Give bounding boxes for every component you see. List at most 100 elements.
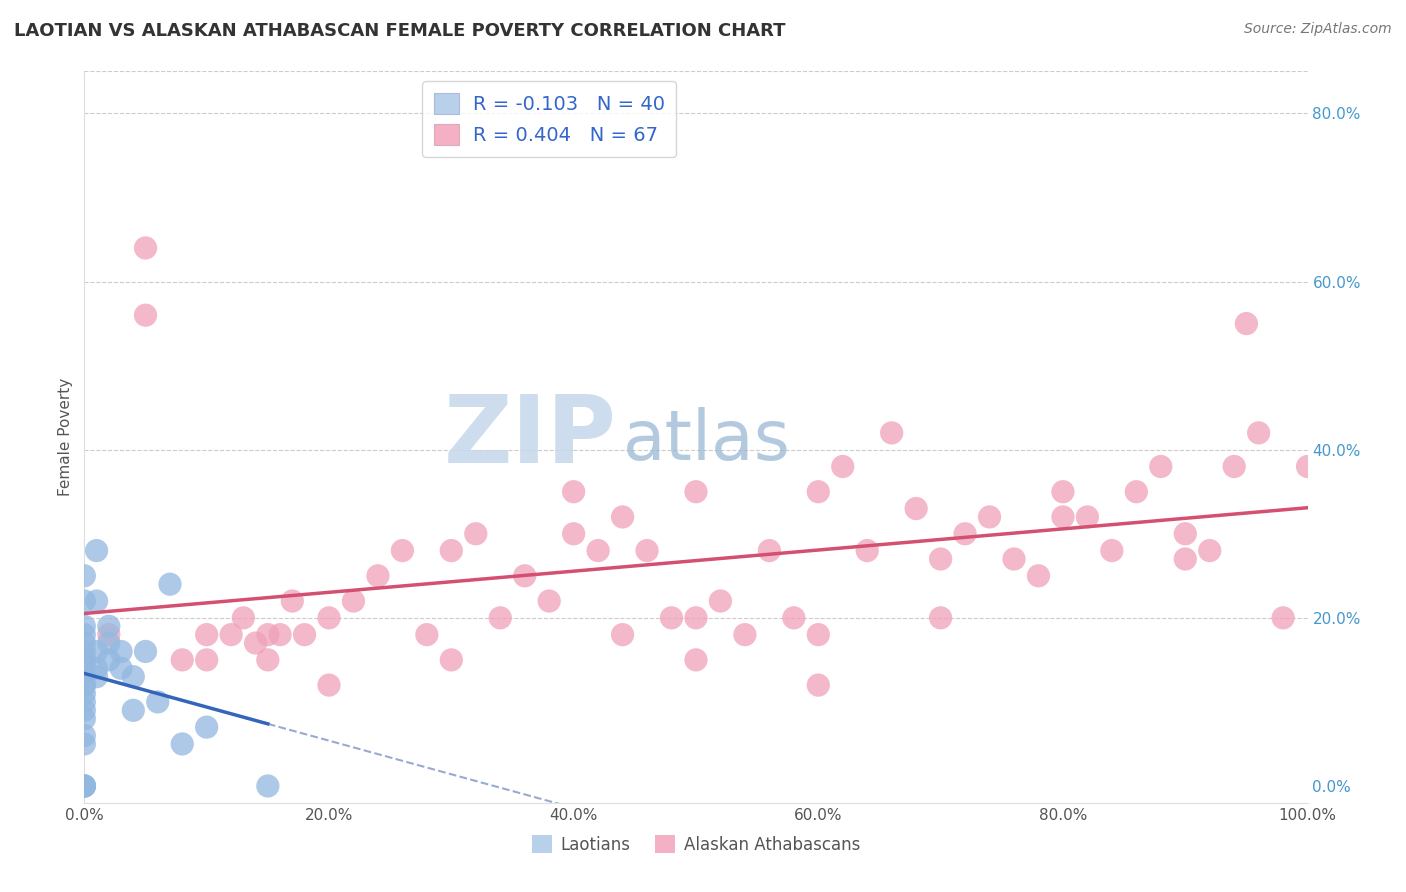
- Point: [172, 737, 194, 751]
- Point: [440, 653, 463, 667]
- Point: [73, 779, 96, 793]
- Point: [1052, 510, 1074, 524]
- Point: [97, 627, 120, 641]
- Point: [391, 543, 413, 558]
- Point: [929, 611, 952, 625]
- Point: [245, 636, 267, 650]
- Point: [73, 779, 96, 793]
- Point: [73, 627, 96, 641]
- Point: [612, 510, 634, 524]
- Point: [73, 644, 96, 658]
- Point: [1076, 510, 1098, 524]
- Point: [73, 594, 96, 608]
- Point: [1223, 459, 1246, 474]
- Point: [856, 543, 879, 558]
- Point: [73, 695, 96, 709]
- Point: [562, 484, 585, 499]
- Point: [709, 594, 731, 608]
- Point: [1150, 459, 1173, 474]
- Point: [734, 627, 756, 641]
- Text: atlas: atlas: [623, 408, 790, 475]
- Point: [97, 636, 120, 650]
- Point: [269, 627, 291, 641]
- Text: Source: ZipAtlas.com: Source: ZipAtlas.com: [1244, 22, 1392, 37]
- Point: [122, 670, 145, 684]
- Point: [953, 526, 976, 541]
- Point: [1052, 484, 1074, 499]
- Point: [586, 543, 609, 558]
- Point: [807, 627, 830, 641]
- Text: LAOTIAN VS ALASKAN ATHABASCAN FEMALE POVERTY CORRELATION CHART: LAOTIAN VS ALASKAN ATHABASCAN FEMALE POV…: [14, 22, 786, 40]
- Point: [538, 594, 561, 608]
- Point: [73, 703, 96, 717]
- Point: [1125, 484, 1147, 499]
- Point: [97, 653, 120, 667]
- Point: [73, 619, 96, 633]
- Point: [807, 678, 830, 692]
- Point: [489, 611, 512, 625]
- Point: [342, 594, 364, 608]
- Point: [195, 720, 218, 734]
- Point: [513, 569, 536, 583]
- Point: [440, 543, 463, 558]
- Point: [86, 543, 108, 558]
- Point: [367, 569, 389, 583]
- Point: [464, 526, 486, 541]
- Point: [281, 594, 304, 608]
- Point: [1247, 425, 1270, 440]
- Point: [73, 670, 96, 684]
- Point: [1198, 543, 1220, 558]
- Point: [562, 526, 585, 541]
- Point: [73, 653, 96, 667]
- Point: [318, 611, 340, 625]
- Point: [685, 611, 707, 625]
- Point: [86, 644, 108, 658]
- Point: [73, 712, 96, 726]
- Point: [73, 737, 96, 751]
- Point: [73, 661, 96, 675]
- Point: [416, 627, 439, 641]
- Point: [1028, 569, 1050, 583]
- Point: [73, 779, 96, 793]
- Point: [257, 627, 280, 641]
- Point: [929, 552, 952, 566]
- Point: [880, 425, 903, 440]
- Point: [73, 569, 96, 583]
- Point: [905, 501, 928, 516]
- Point: [612, 627, 634, 641]
- Point: [135, 644, 157, 658]
- Point: [73, 678, 96, 692]
- Point: [1002, 552, 1025, 566]
- Point: [135, 308, 157, 322]
- Point: [807, 484, 830, 499]
- Point: [318, 678, 340, 692]
- Point: [1174, 526, 1197, 541]
- Point: [135, 241, 157, 255]
- Point: [685, 653, 707, 667]
- Text: ZIP: ZIP: [443, 391, 616, 483]
- Point: [783, 611, 806, 625]
- Point: [257, 653, 280, 667]
- Point: [979, 510, 1001, 524]
- Point: [146, 695, 169, 709]
- Point: [1174, 552, 1197, 566]
- Y-axis label: Female Poverty: Female Poverty: [58, 378, 73, 496]
- Point: [73, 653, 96, 667]
- Point: [1236, 317, 1258, 331]
- Point: [1296, 459, 1319, 474]
- Point: [73, 729, 96, 743]
- Point: [661, 611, 683, 625]
- Legend: Laotians, Alaskan Athabascans: Laotians, Alaskan Athabascans: [526, 829, 866, 860]
- Point: [86, 670, 108, 684]
- Point: [122, 703, 145, 717]
- Point: [73, 678, 96, 692]
- Point: [219, 627, 242, 641]
- Point: [73, 636, 96, 650]
- Point: [257, 779, 280, 793]
- Point: [73, 686, 96, 700]
- Point: [758, 543, 780, 558]
- Point: [110, 661, 132, 675]
- Point: [110, 644, 132, 658]
- Point: [97, 619, 120, 633]
- Point: [195, 627, 218, 641]
